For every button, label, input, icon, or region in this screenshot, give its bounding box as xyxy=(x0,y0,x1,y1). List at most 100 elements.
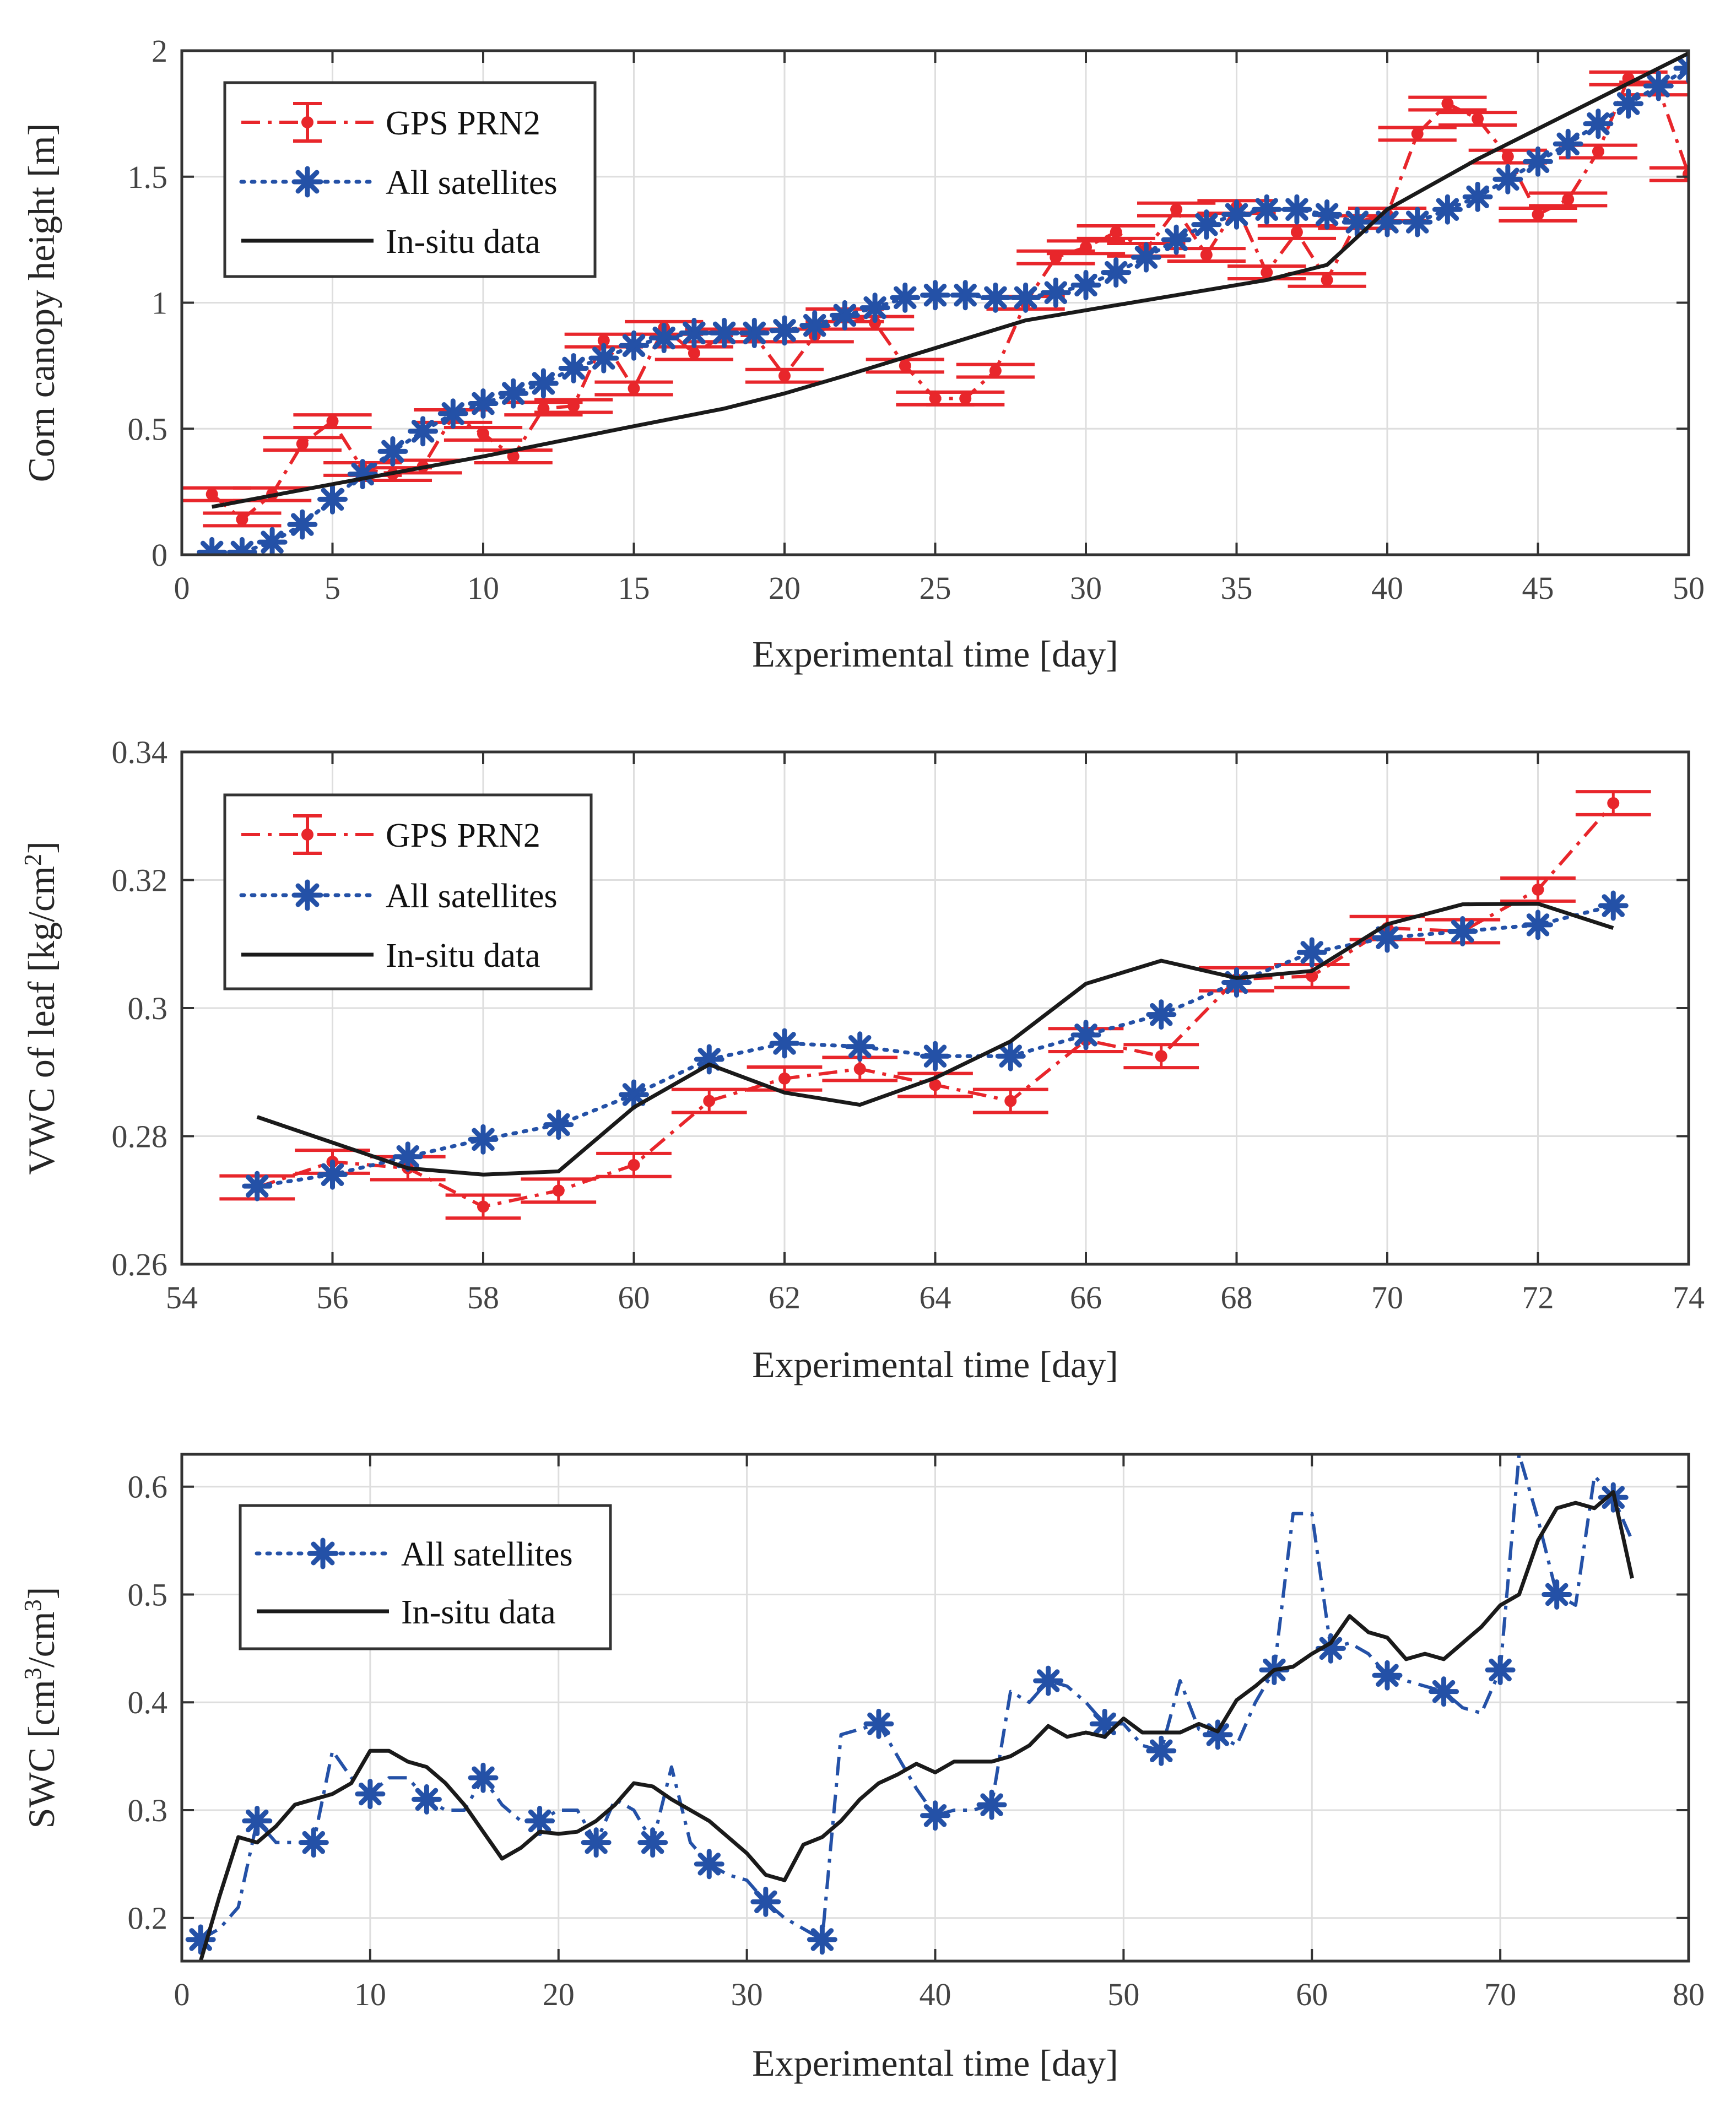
y-tick-label: 0.4 xyxy=(128,1685,168,1720)
data-point-star xyxy=(1643,71,1674,101)
star-stroke xyxy=(803,313,826,337)
data-point-star xyxy=(411,1784,442,1815)
data-point-star xyxy=(920,280,950,311)
star-stroke xyxy=(1677,57,1689,72)
star-stroke xyxy=(1405,210,1429,234)
data-point-star xyxy=(558,353,589,383)
data-point-star xyxy=(1296,937,1327,968)
star-stroke xyxy=(848,1035,872,1058)
star-stroke xyxy=(1074,273,1097,297)
legend-label: All satellites xyxy=(401,1536,573,1573)
x-tick-label: 62 xyxy=(769,1280,801,1315)
y-axis-label-end: ] xyxy=(20,841,62,854)
data-point-star xyxy=(468,1124,499,1155)
x-tick-label: 50 xyxy=(1673,570,1705,606)
legend-entry-gps-prn2: GPS PRN2 xyxy=(241,814,540,855)
data-point-star xyxy=(920,1800,950,1831)
error-bar xyxy=(263,436,342,452)
data-point xyxy=(1532,208,1544,221)
star-stroke xyxy=(1489,1658,1512,1682)
data-point-star xyxy=(980,282,1011,313)
data-point xyxy=(899,359,911,372)
error-bar xyxy=(596,1151,672,1178)
star-stroke xyxy=(923,1044,947,1068)
series-all-satellites xyxy=(197,53,1689,555)
star-stroke xyxy=(1587,112,1610,136)
x-tick-label: 74 xyxy=(1673,1280,1705,1315)
data-point-star xyxy=(468,1762,499,1793)
data-point-star xyxy=(1033,1665,1064,1696)
error-bar xyxy=(1378,126,1457,142)
star-stroke xyxy=(1436,198,1459,221)
star-stroke xyxy=(999,1044,1023,1068)
x-tick-label: 56 xyxy=(317,1280,349,1315)
data-point-star xyxy=(1221,199,1252,230)
legend-entry-all-satellites: All satellites xyxy=(239,164,558,202)
data-point-star xyxy=(1131,242,1161,273)
x-tick-label: 30 xyxy=(731,1977,763,2012)
error-bar xyxy=(293,413,372,429)
data-point-star xyxy=(1146,1735,1177,1766)
data-point-star xyxy=(976,1789,1007,1820)
panel-leaf-vwc: 54 56 58 60 62 64 66 68 70 72 74 0.26 0.28 0.3 0.32 0.3… xyxy=(19,734,1705,1385)
data-point-star xyxy=(1492,164,1523,194)
tick-layer: 0 5 10 15 20 25 30 35 40 45 50 0 0.5 1 1.5 2 xyxy=(128,33,1705,606)
x-tick-label: 70 xyxy=(1484,1977,1516,2012)
data-point xyxy=(1321,274,1333,286)
y-tick-label: 0.5 xyxy=(128,411,168,447)
y-tick-label: 0.6 xyxy=(128,1469,168,1505)
error-bar xyxy=(745,367,824,384)
star-stroke xyxy=(773,1032,796,1055)
data-point xyxy=(778,370,791,382)
data-point-star xyxy=(1221,967,1252,998)
data-point-star xyxy=(863,1708,894,1739)
star-stroke xyxy=(1616,92,1640,115)
star-stroke xyxy=(1093,1712,1116,1736)
data-point xyxy=(1411,127,1424,140)
star-stroke xyxy=(1677,64,1689,80)
legend-entry-all-satellites: All satellites xyxy=(255,1536,573,1573)
error-bar xyxy=(1500,876,1576,903)
data-point-star xyxy=(1462,181,1493,212)
star-stroke xyxy=(1165,228,1188,251)
star-stroke xyxy=(1206,1723,1230,1746)
data-point xyxy=(205,488,218,501)
star-stroke xyxy=(532,372,555,395)
data-point-star xyxy=(1070,1020,1101,1051)
error-bar xyxy=(1046,239,1126,256)
tick-layer: 54 56 58 60 62 64 66 68 70 72 74 0.26 0.28 0.3 0.32 0.3… xyxy=(112,734,1705,1315)
legend-star-marker xyxy=(291,879,323,911)
error-bar xyxy=(1257,224,1337,240)
y-tick-label: 0.3 xyxy=(128,990,168,1026)
panel-soil-water-content: 0 10 20 30 40 50 60 70 80 0.2 0.3 0.4 0.5 0.6 Experim… xyxy=(19,1453,1705,2084)
x-axis-label: Experimental time [day] xyxy=(752,633,1118,675)
x-tick-label: 54 xyxy=(166,1280,198,1315)
data-point-star xyxy=(1447,916,1478,946)
error-bar xyxy=(956,362,1035,379)
star-stroke xyxy=(245,1174,269,1198)
x-tick-label: 60 xyxy=(1296,1977,1328,2012)
data-point-star xyxy=(648,323,679,354)
data-point-star xyxy=(242,1171,273,1201)
y-tick-label: 0.3 xyxy=(128,1793,168,1828)
series-line xyxy=(256,902,1614,1177)
star-stroke xyxy=(622,334,646,358)
error-bar xyxy=(203,511,282,528)
error-bar xyxy=(1499,206,1577,223)
y-tick-label: 0.26 xyxy=(112,1247,168,1282)
star-stroke xyxy=(954,284,977,307)
star-stroke xyxy=(381,440,404,463)
data-point-star xyxy=(1161,224,1192,255)
y-axis-label-mid: /cm xyxy=(20,1611,62,1667)
star-stroke xyxy=(1134,246,1158,269)
data-point-star xyxy=(1342,207,1372,237)
star-stroke xyxy=(311,1541,335,1566)
data-point xyxy=(929,392,942,405)
data-point-star xyxy=(347,459,378,490)
series-in-situ-data xyxy=(212,51,1689,509)
legend: All satellites In-situ data xyxy=(239,1504,612,1650)
star-stroke xyxy=(754,1890,777,1914)
star-stroke xyxy=(863,296,886,320)
series-layer xyxy=(182,51,1689,555)
